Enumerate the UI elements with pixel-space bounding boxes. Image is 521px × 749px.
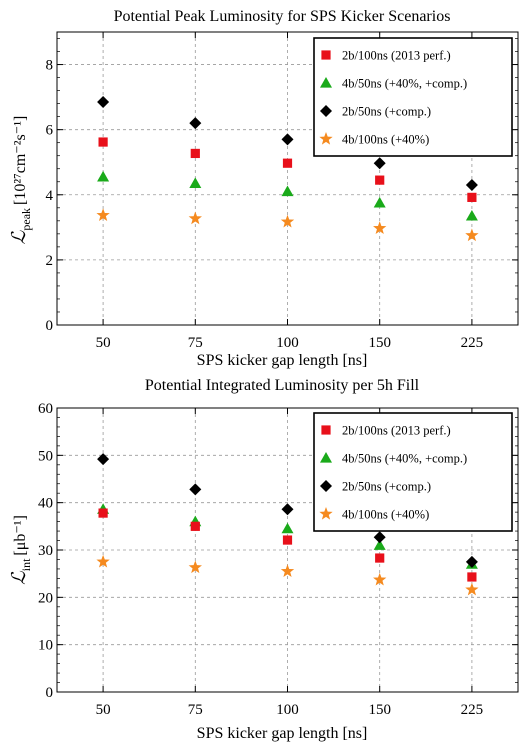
legend-entry-label: 2b/50ns (+comp.): [342, 105, 431, 119]
data-point-diamond: [465, 555, 478, 568]
x-axis-label: SPS kicker gap length [ns]: [197, 352, 368, 369]
y-axis-symbol: ℒ: [9, 570, 30, 585]
legend-marker-star: [319, 132, 333, 145]
y-axis-unit: [μb⁻¹]: [12, 515, 29, 555]
data-point-square: [190, 521, 200, 531]
y-tick-label: 4: [46, 188, 54, 204]
legend-marker-diamond: [320, 480, 332, 492]
y-axis-symbol: ℒ: [9, 229, 30, 244]
data-point-square: [467, 572, 477, 582]
legend-entry-label: 4b/100ns (+40%): [342, 508, 429, 522]
y-tick-label: 30: [38, 543, 53, 559]
data-point-triangle: [189, 177, 202, 188]
data-point-square: [282, 158, 293, 168]
legend-entry-label: 2b/50ns (+comp.): [342, 480, 431, 494]
data-point-square: [98, 508, 108, 518]
legend-marker-square: [321, 425, 331, 435]
y-axis-subscript: int: [19, 558, 33, 571]
data-point-triangle: [281, 185, 294, 197]
y-tick-label: 20: [38, 590, 53, 606]
data-point-star: [280, 564, 295, 577]
legend-marker-star: [319, 507, 333, 520]
data-point-diamond: [281, 503, 294, 516]
x-tick-label: 225: [461, 335, 484, 351]
data-point-diamond: [97, 95, 110, 108]
legend-entry-label: 4b/100ns (+40%): [342, 133, 429, 147]
legend-entry-label: 4b/50ns (+40%, +comp.): [342, 77, 467, 91]
data-point-diamond: [281, 133, 294, 146]
data-point-star: [465, 228, 479, 242]
peak-luminosity-chart: Potential Peak Luminosity for SPS Kicker…: [9, 8, 519, 369]
x-tick-label: 75: [188, 702, 203, 718]
data-point-square: [375, 553, 385, 563]
legend-marker-square: [321, 50, 331, 60]
x-axis-label: SPS kicker gap length [ns]: [197, 725, 368, 742]
x-tick-label: 100: [276, 702, 299, 718]
x-tick-label: 100: [276, 335, 299, 351]
data-point-star: [280, 214, 295, 228]
data-point-triangle: [373, 539, 386, 550]
data-point-star: [373, 221, 387, 234]
data-point-star: [373, 572, 387, 586]
y-tick-label: 50: [38, 448, 53, 464]
data-point-star: [188, 211, 202, 225]
legend-entry-label: 2b/100ns (2013 perf.): [342, 49, 451, 63]
data-point-star: [96, 208, 110, 221]
chart-title: Potential Integrated Luminosity per 5h F…: [145, 377, 420, 394]
y-tick-label: 2: [46, 253, 54, 269]
legend: 2b/100ns (2013 perf.) 4b/50ns (+40%, +com…: [313, 412, 513, 532]
data-point-square: [98, 137, 108, 147]
legend-marker-diamond: [320, 105, 332, 117]
chart-title: Potential Peak Luminosity for SPS Kicker…: [114, 8, 451, 25]
y-tick-label: 0: [46, 318, 54, 334]
x-tick-label: 50: [96, 335, 111, 351]
legend-box: [313, 412, 513, 532]
integrated-luminosity-chart: Potential Integrated Luminosity per 5h F…: [9, 377, 519, 742]
y-tick-label: 60: [38, 401, 53, 417]
y-tick-label: 40: [38, 496, 53, 512]
data-point-triangle: [97, 170, 110, 182]
x-tick-label: 150: [368, 335, 391, 351]
y-tick-label: 8: [46, 58, 54, 74]
legend-entry-label: 4b/50ns (+40%, +comp.): [342, 452, 467, 466]
y-axis-unit: [10²⁷cm⁻²s⁻¹]: [12, 116, 29, 205]
legend-box: [313, 37, 513, 157]
legend-marker-triangle: [320, 452, 332, 463]
data-point-square: [375, 175, 385, 185]
data-point-diamond: [189, 117, 202, 130]
data-point-diamond: [373, 531, 386, 544]
data-point-star: [188, 560, 202, 574]
data-point-square: [190, 148, 200, 159]
y-tick-label: 6: [46, 123, 54, 139]
data-point-triangle: [281, 522, 294, 534]
x-tick-label: 225: [461, 702, 484, 718]
x-tick-label: 150: [368, 702, 391, 718]
data-point-diamond: [465, 179, 478, 192]
data-point-triangle: [465, 209, 478, 221]
y-axis-subscript: peak: [19, 208, 33, 231]
legend: 2b/100ns (2013 perf.) 4b/50ns (+40%, +com…: [313, 37, 513, 157]
y-axis-label: ℒpeak [10²⁷cm⁻²s⁻¹]: [9, 116, 33, 245]
x-tick-label: 50: [96, 702, 111, 718]
x-tick-label: 75: [188, 335, 203, 351]
data-point-square: [467, 192, 477, 202]
y-tick-label: 0: [46, 685, 54, 701]
data-point-star: [96, 554, 110, 568]
data-point-diamond: [373, 157, 386, 170]
data-point-diamond: [97, 453, 110, 466]
data-point-square: [282, 535, 293, 545]
legend-marker-triangle: [320, 77, 332, 88]
data-point-star: [465, 582, 479, 596]
y-axis-label: ℒint [μb⁻¹]: [9, 515, 33, 585]
legend-entry-label: 2b/100ns (2013 perf.): [342, 424, 451, 438]
data-point-diamond: [189, 483, 202, 496]
y-tick-label: 10: [38, 638, 53, 654]
data-point-triangle: [373, 196, 386, 208]
